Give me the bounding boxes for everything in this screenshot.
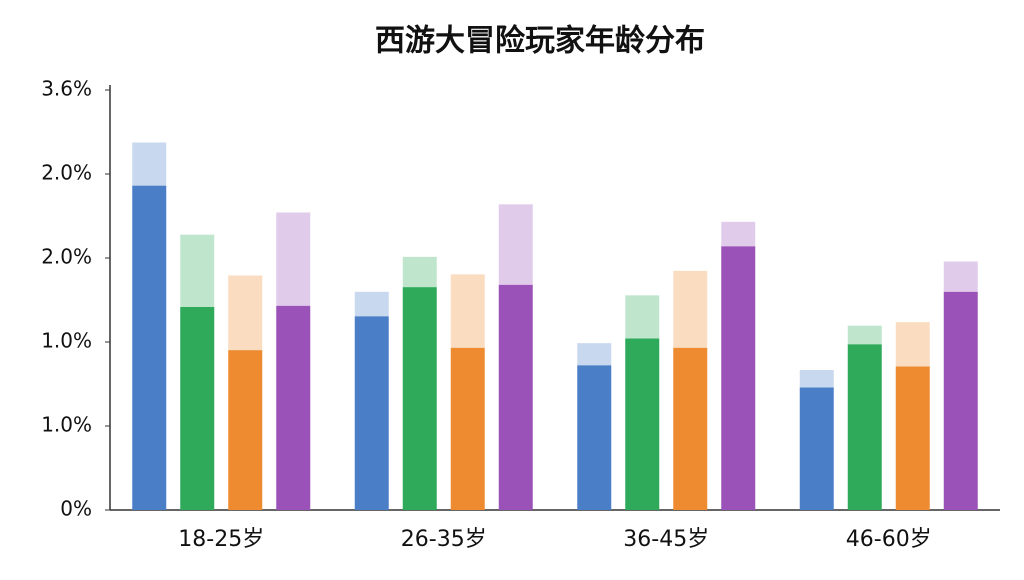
bar-extra bbox=[721, 221, 756, 247]
bar bbox=[180, 307, 215, 510]
bar bbox=[673, 347, 708, 510]
bar bbox=[625, 338, 660, 510]
bar bbox=[895, 366, 930, 510]
bar bbox=[577, 365, 612, 510]
bar bbox=[450, 347, 485, 510]
bar bbox=[228, 350, 263, 510]
bar-extra bbox=[943, 261, 978, 292]
y-tick-label: 1.0% bbox=[41, 413, 92, 437]
bar-extra bbox=[132, 142, 167, 186]
bar bbox=[498, 284, 533, 510]
y-tick-label: 2.0% bbox=[41, 161, 92, 185]
bar-extra bbox=[276, 212, 311, 306]
bar bbox=[943, 291, 978, 510]
bar-extra bbox=[799, 370, 834, 388]
bar-extra bbox=[625, 295, 660, 339]
bar bbox=[847, 344, 882, 510]
x-tick-label: 26-35岁 bbox=[401, 527, 487, 552]
bar-extra bbox=[673, 270, 708, 348]
bar-extra bbox=[354, 291, 389, 317]
bar bbox=[276, 305, 311, 510]
y-tick-label: 3.6% bbox=[41, 77, 92, 101]
bar bbox=[799, 387, 834, 510]
bar bbox=[132, 185, 167, 510]
chart-title: 西游大冒险玩家年龄分布 bbox=[375, 24, 705, 59]
bar-extra bbox=[577, 343, 612, 366]
bar-extra bbox=[228, 275, 263, 351]
bar-extra bbox=[450, 274, 485, 348]
bar bbox=[721, 246, 756, 511]
x-tick-label: 36-45岁 bbox=[623, 527, 709, 552]
bar bbox=[402, 287, 437, 510]
x-tick-label: 46-60岁 bbox=[846, 527, 932, 552]
bar-extra bbox=[180, 234, 215, 307]
bar-extra bbox=[847, 325, 882, 345]
x-tick-label: 18-25岁 bbox=[178, 527, 264, 552]
bar-extra bbox=[895, 322, 930, 367]
bar-extra bbox=[402, 256, 437, 288]
bar-extra bbox=[498, 204, 533, 285]
bar bbox=[354, 316, 389, 510]
y-tick-label: 0% bbox=[60, 497, 92, 521]
y-tick-label: 1.0% bbox=[41, 329, 92, 353]
y-tick-label: 2.0% bbox=[41, 245, 92, 269]
